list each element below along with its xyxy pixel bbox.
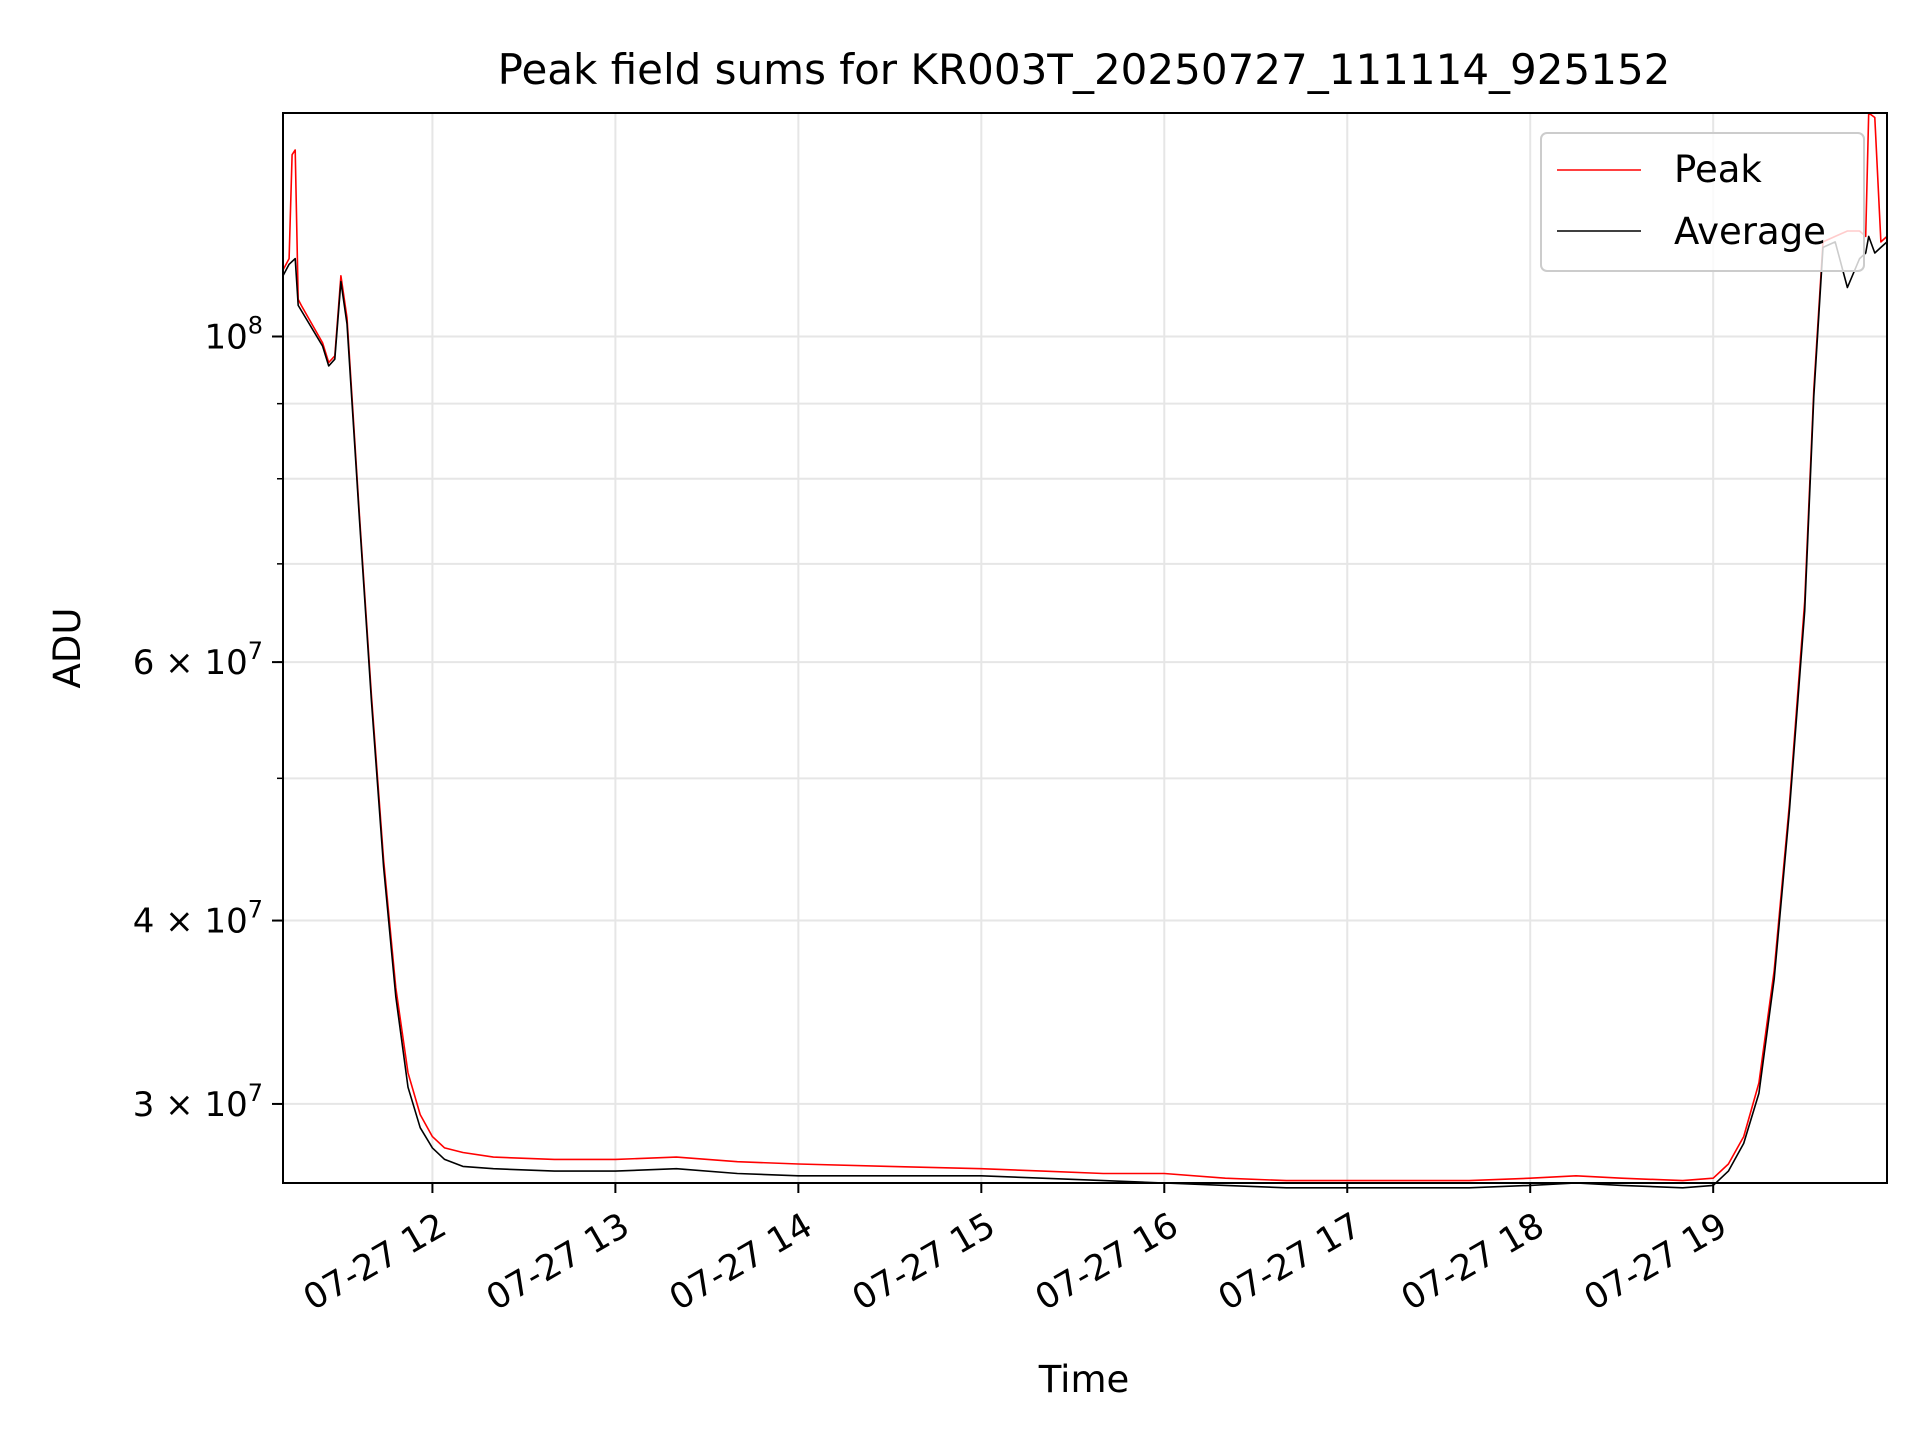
y-tick-label: 3 × 107 bbox=[133, 1079, 263, 1125]
legend-label-average: Average bbox=[1674, 210, 1826, 253]
grid bbox=[283, 113, 1887, 1183]
x-tick-label: 07-27 16 bbox=[1029, 1206, 1185, 1319]
series-line-peak bbox=[282, 112, 1888, 1182]
chart-title: Peak field sums for KR003T_20250727_1111… bbox=[498, 45, 1671, 94]
x-tick-label: 07-27 19 bbox=[1578, 1206, 1734, 1319]
x-axis-label: Time bbox=[1038, 1358, 1130, 1401]
x-tick-label: 07-27 18 bbox=[1395, 1206, 1551, 1319]
legend-box bbox=[1540, 132, 1865, 272]
y-tick-label: 6 × 107 bbox=[133, 637, 263, 683]
x-tick-label: 07-27 15 bbox=[846, 1206, 1002, 1319]
series-line-average bbox=[282, 235, 1888, 1189]
y-axis-label: ADU bbox=[46, 608, 89, 689]
plot-frame bbox=[282, 112, 1888, 1184]
legend-label-peak: Peak bbox=[1674, 148, 1762, 191]
x-axis-ticks: 07-27 12 07-27 13 07-27 14 07-27 15 07-27 16… bbox=[297, 1183, 1734, 1319]
plot-lines bbox=[282, 112, 1888, 1189]
x-tick-label: 07-27 14 bbox=[663, 1206, 819, 1319]
y-tick-label: 108 bbox=[204, 312, 263, 358]
y-tick-label: 4 × 107 bbox=[133, 896, 263, 942]
x-tick-label: 07-27 17 bbox=[1212, 1206, 1368, 1319]
y-axis-ticks: 108 6 × 107 4 × 107 3 × 107 bbox=[133, 312, 283, 1125]
legend: Peak Average bbox=[1540, 132, 1865, 272]
x-tick-label: 07-27 13 bbox=[480, 1206, 636, 1319]
x-tick-label: 07-27 12 bbox=[297, 1206, 453, 1319]
